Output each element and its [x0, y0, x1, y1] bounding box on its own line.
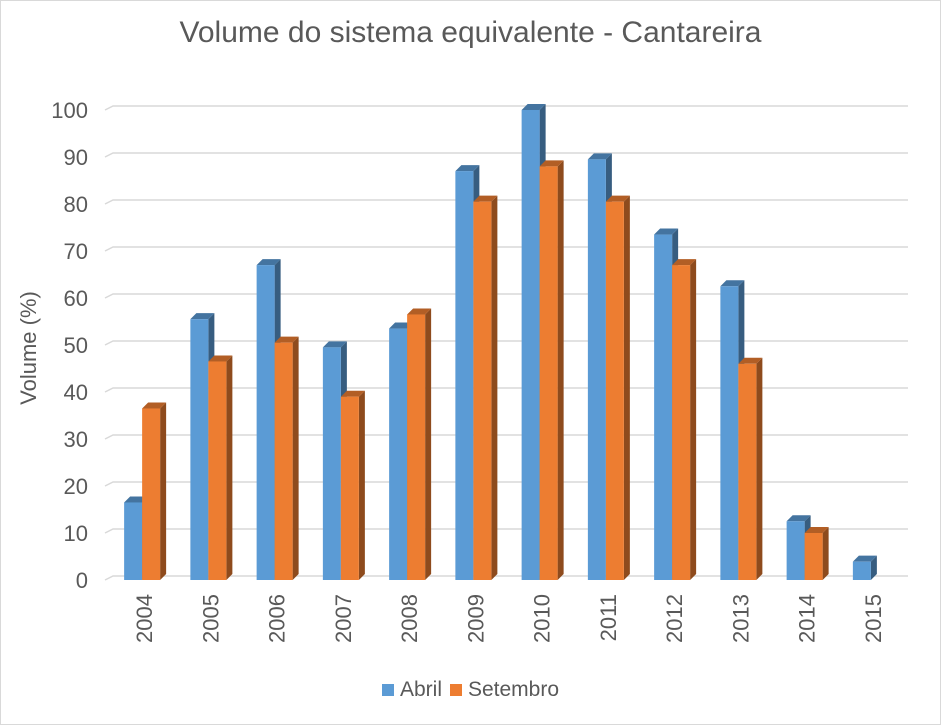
bar-setembro-2013 [738, 357, 763, 580]
gridline [104, 575, 908, 581]
bar-setembro-2014 [804, 527, 829, 580]
y-tick-label: 20 [64, 474, 88, 499]
x-tick-label: 2010 [530, 594, 555, 643]
x-tick-label: 2014 [795, 594, 820, 643]
gridline [104, 340, 908, 346]
bar-setembro-2005 [208, 355, 233, 580]
y-tick-label: 90 [64, 145, 88, 170]
legend-label: Setembro [467, 678, 560, 701]
legend-item-abril: Abril [381, 678, 442, 702]
y-axis-ticks: 0 10 20 30 40 50 60 70 80 90 100 [51, 98, 88, 593]
y-tick-label: 40 [64, 380, 88, 405]
gridline [104, 293, 908, 299]
legend-item-setembro: Setembro [449, 678, 560, 702]
y-tick-label: 100 [51, 98, 88, 123]
x-axis-ticks: 2004 2005 2006 2007 2008 2009 2010 2011 2012 2013… [132, 594, 886, 643]
legend-label: Abril [399, 678, 442, 701]
gridline [104, 387, 908, 393]
gridline [104, 481, 908, 487]
legend: Abril Setembro [0, 678, 941, 702]
bar-setembro-2004 [142, 402, 167, 580]
x-tick-label: 2006 [265, 594, 290, 643]
chart-title: Volume do sistema equivalente - Cantarei… [179, 16, 762, 49]
y-tick-label: 0 [76, 568, 88, 593]
x-tick-label: 2015 [861, 594, 886, 643]
gridline [104, 199, 908, 205]
bar-setembro-2008 [407, 308, 432, 580]
gridlines [104, 105, 908, 581]
gridline [104, 152, 908, 158]
bar-abril-2015 [852, 555, 877, 580]
bar-setembro-2011 [605, 195, 630, 580]
y-tick-label: 80 [64, 192, 88, 217]
gridline [104, 528, 908, 534]
x-tick-label: 2009 [463, 594, 488, 643]
x-tick-label: 2008 [397, 594, 422, 643]
y-tick-label: 50 [64, 333, 88, 358]
bar-setembro-2009 [473, 195, 498, 580]
legend-swatch [381, 684, 394, 696]
y-tick-label: 30 [64, 427, 88, 452]
x-tick-label: 2005 [198, 594, 223, 643]
x-tick-label: 2011 [596, 594, 621, 641]
bars [124, 104, 877, 581]
bar-setembro-2006 [274, 336, 299, 580]
bar-setembro-2012 [672, 259, 697, 580]
x-tick-label: 2012 [662, 594, 687, 643]
gridline [104, 246, 908, 252]
bar-setembro-2007 [340, 390, 365, 580]
bar-setembro-2010 [539, 160, 564, 580]
y-axis-label: Volume (%) [16, 291, 41, 405]
x-tick-label: 2013 [728, 594, 753, 643]
legend-swatch [449, 684, 462, 696]
x-tick-label: 2004 [132, 594, 157, 643]
x-tick-label: 2007 [331, 594, 356, 643]
gridline [104, 105, 908, 111]
y-tick-label: 60 [64, 286, 88, 311]
y-tick-label: 70 [64, 239, 88, 264]
gridline [104, 434, 908, 440]
y-tick-label: 10 [64, 521, 88, 546]
